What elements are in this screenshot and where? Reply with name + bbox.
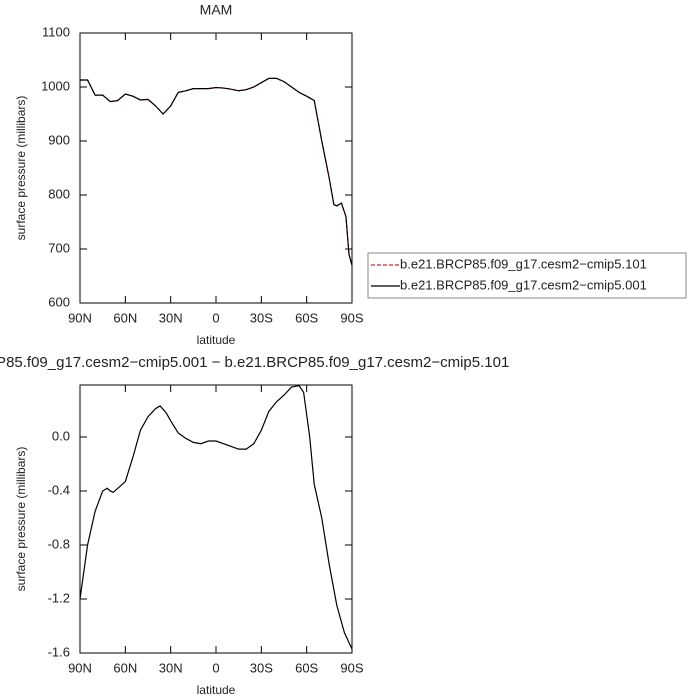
x-tick-label: 0 [212, 310, 219, 325]
y-tick-label: 1000 [41, 78, 70, 93]
x-tick-label: 30N [159, 660, 183, 675]
y-tick-label: -1.6 [48, 644, 70, 659]
data-line [80, 77, 353, 266]
legend-label: b.e21.BRCP85.f09_g17.cesm2−cmip5.101 [400, 256, 647, 271]
y-tick-label: 600 [48, 294, 70, 309]
x-tick-label: 90S [340, 660, 363, 675]
legend-box [367, 252, 687, 299]
y-tick-label: 0.0 [52, 428, 70, 443]
plot-frame [79, 384, 353, 654]
y-tick-label: 900 [48, 132, 70, 147]
x-tick-label: 0 [212, 660, 219, 675]
x-tick-label: 60N [113, 310, 137, 325]
x-tick-label: 90N [68, 660, 92, 675]
y-tick-label: 800 [48, 186, 70, 201]
y-axis-label: surface pressure (millibars) [14, 447, 28, 592]
plot-frame [79, 32, 353, 304]
panel: MAM latitude surface pressure (millibars) 9… [14, 2, 687, 347]
y-tick-label: -1.2 [48, 590, 70, 605]
y-tick-label: -0.4 [48, 482, 70, 497]
x-axis-label: latitude [197, 333, 236, 347]
y-axis-label: surface pressure (millibars) [14, 96, 28, 241]
panel: b.e21.BRCP85.f09_g17.cesm2−cmip5.001 − b… [0, 354, 509, 697]
y-tick-label: -0.8 [48, 536, 70, 551]
y-tick-label: 700 [48, 240, 70, 255]
x-tick-label: 60S [295, 660, 318, 675]
x-tick-label: 90N [68, 310, 92, 325]
x-tick-label: 30S [250, 660, 273, 675]
legend-label: b.e21.BRCP85.f09_g17.cesm2−cmip5.001 [400, 277, 647, 292]
x-tick-label: 60S [295, 310, 318, 325]
y-tick-label: 1100 [42, 24, 70, 39]
x-axis-label: latitude [197, 683, 236, 697]
chart-title: b.e21.BRCP85.f09_g17.cesm2−cmip5.001 − b… [0, 354, 509, 371]
legend: b.e21.BRCP85.f09_g17.cesm2−cmip5.101 b.e2… [367, 252, 687, 299]
data-line [80, 77, 353, 266]
x-tick-label: 30S [250, 310, 273, 325]
x-tick-label: 60N [113, 660, 137, 675]
chart-title: MAM [200, 2, 233, 18]
x-tick-label: 90S [340, 310, 363, 325]
data-line [79, 385, 353, 650]
x-tick-label: 30N [159, 310, 183, 325]
